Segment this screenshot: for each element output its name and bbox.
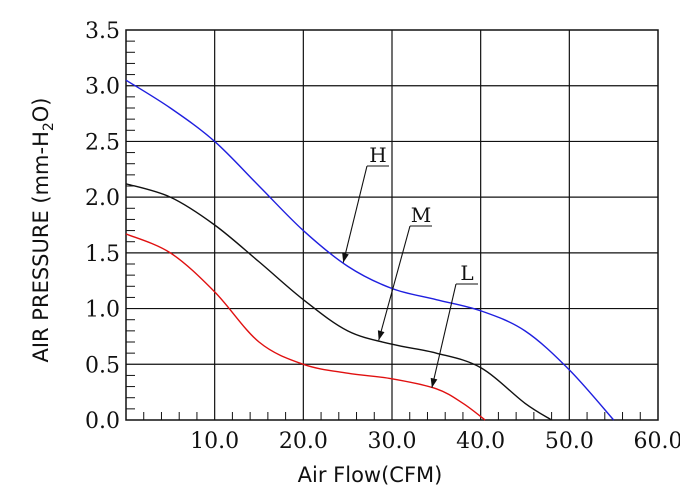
y-tick-label: 1.0 <box>85 298 120 323</box>
series-label-l: L <box>460 261 473 285</box>
x-tick-label: 40.0 <box>456 429 505 454</box>
series-label-m: M <box>411 203 431 227</box>
y-axis-title-subscript: 2 <box>41 122 57 131</box>
callout-leader-l <box>431 283 457 388</box>
y-axis-title: AIR PRESSURE (mm-H2O) <box>29 97 57 362</box>
x-axis-title: Air Flow(CFM) <box>298 463 443 487</box>
series-label-h: H <box>369 143 386 167</box>
plot-frame <box>125 29 659 421</box>
series-line-h <box>125 79 615 421</box>
y-tick-label: 2.5 <box>85 130 120 155</box>
x-tick-label: 50.0 <box>545 429 594 454</box>
series-line-l <box>125 233 486 421</box>
x-tick-label: 60.0 <box>634 429 680 454</box>
callout-leader-h <box>342 165 368 263</box>
callout-arrow-h <box>342 252 349 263</box>
y-tick-label: 3.0 <box>85 75 120 100</box>
callout-arrow-m <box>377 330 385 341</box>
y-axis-title-tail: O) <box>29 97 53 122</box>
y-tick-label: 2.0 <box>85 186 120 211</box>
y-tick-label: 0.0 <box>85 409 120 434</box>
x-tick-label: 10.0 <box>190 429 239 454</box>
callout-arrow-l <box>430 377 438 388</box>
y-tick-label: 0.5 <box>85 353 120 378</box>
callout-leader-m <box>378 225 411 341</box>
y-axis-title-main: AIR PRESSURE (mm-H <box>29 131 53 362</box>
y-tick-label: 1.5 <box>85 242 120 267</box>
x-tick-label: 20.0 <box>279 429 328 454</box>
y-tick-label: 3.5 <box>85 19 120 44</box>
series-line-m <box>125 183 552 421</box>
x-tick-label: 30.0 <box>368 429 417 454</box>
